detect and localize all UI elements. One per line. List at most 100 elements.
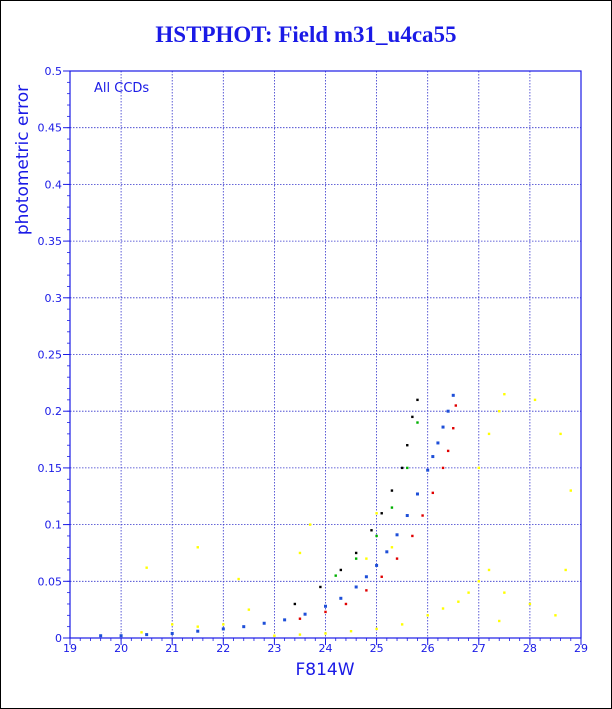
red-data-point	[411, 534, 414, 538]
red-data-point	[298, 617, 302, 620]
yellow-data-point	[375, 512, 378, 515]
black-data-point	[370, 529, 373, 532]
x-tick-label: 26	[421, 642, 435, 655]
yellow-data-point	[564, 568, 567, 572]
yellow-data-point	[365, 557, 368, 560]
blue-data-point	[324, 604, 327, 608]
black-data-point	[406, 444, 409, 447]
y-tick-label: 0.35	[38, 235, 63, 248]
blue-data-point	[303, 612, 307, 616]
black-data-point	[339, 568, 343, 572]
blue-data-point	[451, 393, 455, 397]
yellow-data-point	[498, 410, 501, 413]
yellow-data-point	[390, 546, 394, 549]
blue-data-point	[145, 633, 149, 637]
y-tick-label: 0.1	[45, 519, 63, 532]
yellow-data-point	[477, 466, 480, 470]
blue-data-point	[170, 631, 174, 635]
yellow-data-point	[528, 602, 532, 606]
y-tick-label: 0.05	[38, 575, 63, 588]
yellow-data-point	[477, 580, 480, 583]
blue-data-point	[441, 425, 445, 429]
green-data-point	[375, 534, 378, 538]
yellow-data-point	[426, 614, 429, 617]
black-data-point	[390, 489, 394, 492]
yellow-data-point	[273, 634, 276, 637]
black-data-point	[411, 415, 414, 419]
x-tick-label: 29	[574, 642, 588, 655]
black-data-point	[380, 512, 383, 515]
yellow-data-point	[503, 392, 506, 396]
red-data-point	[380, 575, 383, 578]
y-tick-label: 0	[55, 632, 62, 645]
red-data-point	[324, 610, 327, 614]
blue-data-point	[242, 625, 246, 629]
blue-data-point	[385, 550, 389, 554]
yellow-data-point	[171, 623, 174, 626]
yellow-data-point	[487, 432, 491, 436]
x-tick-label: 20	[114, 642, 128, 655]
x-axis-title: F814W	[295, 660, 354, 680]
y-tick-label: 0.3	[45, 292, 63, 305]
tick-labels: 19 20 21 22 23 24 25 26 27 28 29 0 0.05 0.1 0.15 0.2 0.2…	[38, 65, 589, 655]
red-data-point	[446, 449, 450, 453]
black-data-point	[400, 466, 404, 470]
x-tick-label: 25	[370, 642, 384, 655]
y-tick-label: 0.2	[45, 405, 63, 418]
yellow-data-point	[467, 591, 470, 594]
y-tick-label: 0.45	[38, 122, 63, 135]
blue-data-point	[339, 596, 343, 600]
blue-data-point	[99, 634, 103, 638]
blue-data-point	[354, 585, 358, 589]
yellow-data-point	[503, 591, 506, 594]
yellow-data-point	[140, 631, 143, 634]
red-data-point	[441, 466, 445, 470]
blue-data-point	[446, 409, 450, 413]
blue-data-point	[283, 618, 287, 622]
blue-data-point	[375, 563, 379, 567]
blue-data-point	[405, 514, 409, 518]
black-data-point	[293, 602, 297, 606]
blue-data-point	[431, 455, 435, 459]
yellow-data-point	[196, 546, 199, 549]
chart-title: HSTPHOT: Field m31_u4ca55	[155, 22, 457, 47]
yellow-data-point	[554, 614, 557, 617]
yellow-data-point	[196, 625, 199, 628]
yellow-data-point	[324, 632, 327, 635]
yellow-data-point	[457, 600, 460, 603]
y-axis-title: photometric error	[13, 85, 33, 235]
y-tick-label: 0.15	[38, 462, 63, 475]
yellow-data-point	[569, 489, 572, 492]
yellow-data-point	[400, 623, 404, 626]
blue-data-point	[436, 441, 440, 445]
black-data-point	[319, 585, 322, 589]
grid-lines	[70, 71, 581, 638]
x-tick-label: 28	[523, 642, 537, 655]
red-data-point	[344, 602, 348, 606]
green-data-point	[354, 557, 358, 560]
x-tick-label: 21	[165, 642, 179, 655]
yellow-data-point	[308, 523, 312, 526]
x-tick-label: 27	[472, 642, 486, 655]
green-data-point	[334, 574, 337, 577]
green-data-point	[390, 506, 394, 509]
blue-data-point	[415, 492, 419, 496]
black-data-point	[416, 398, 419, 402]
yellow-data-point	[298, 633, 302, 636]
green-data-point	[406, 466, 409, 470]
red-data-point	[421, 514, 424, 517]
yellow-data-point	[145, 566, 148, 569]
green-data-point	[416, 421, 419, 424]
yellow-data-point	[349, 629, 353, 633]
blue-data-point	[364, 575, 368, 579]
yellow-data-point	[559, 432, 562, 436]
red-data-point	[365, 589, 368, 592]
red-data-point	[452, 427, 455, 430]
all-ccds-annotation: All CCDs	[94, 81, 149, 96]
yellow-data-point	[247, 608, 251, 611]
yellow-data-point	[533, 398, 537, 402]
red-data-point	[454, 404, 458, 407]
yellow-data-point	[487, 568, 491, 572]
blue-data-point	[395, 533, 399, 537]
